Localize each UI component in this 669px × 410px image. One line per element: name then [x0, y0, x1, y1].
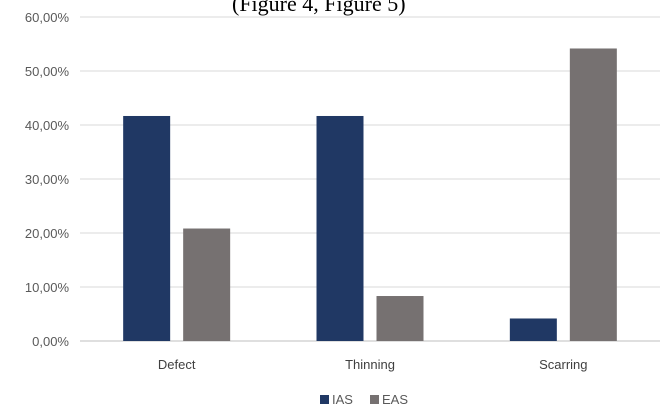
y-tick-label: 50,00% — [25, 64, 70, 79]
y-tick-label: 10,00% — [25, 280, 70, 295]
gridlines — [80, 16, 660, 342]
x-axis-labels: Defect Thinning Scarring — [158, 357, 588, 372]
y-tick-label: 40,00% — [25, 118, 70, 133]
bar-eas-defect — [183, 228, 231, 341]
legend-swatch-ias — [320, 395, 329, 404]
bar-eas-thinning — [376, 296, 424, 341]
figure-caption: (Figure 4, Figure 5) — [232, 0, 406, 16]
legend: IAS EAS — [320, 392, 408, 407]
y-tick-label: 60,00% — [25, 10, 70, 25]
x-category-label: Thinning — [345, 357, 395, 372]
bar-ias-defect — [123, 115, 171, 342]
x-category-label: Defect — [158, 357, 196, 372]
x-category-label: Scarring — [539, 357, 587, 372]
legend-swatch-eas — [370, 395, 379, 404]
bar-ias-scarring — [509, 318, 557, 341]
y-tick-label: 30,00% — [25, 172, 70, 187]
bars — [123, 48, 617, 342]
legend-label-eas: EAS — [382, 392, 408, 407]
bar-ias-thinning — [316, 115, 364, 342]
y-tick-label: 0,00% — [32, 334, 69, 349]
bar-eas-scarring — [569, 48, 617, 342]
legend-label-ias: IAS — [332, 392, 353, 407]
y-tick-label: 20,00% — [25, 226, 70, 241]
y-axis-ticks: 0,00% 10,00% 20,00% 30,00% 40,00% 50,00% 60,00… — [25, 10, 70, 349]
